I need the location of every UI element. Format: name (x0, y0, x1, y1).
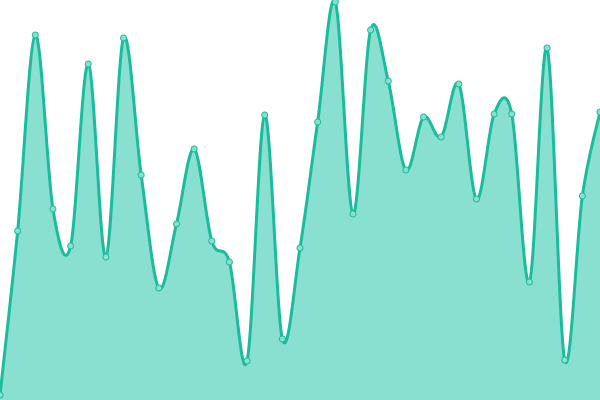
data-point-12 (208, 237, 216, 245)
data-point-10 (172, 220, 180, 228)
data-point-21 (367, 26, 375, 34)
data-point-2 (31, 31, 39, 39)
data-point-34 (596, 108, 600, 116)
data-point-1 (14, 227, 22, 235)
data-point-0 (0, 391, 4, 399)
data-point-18 (314, 118, 322, 126)
data-point-9 (155, 284, 163, 292)
data-point-5 (84, 60, 92, 68)
data-point-16 (278, 335, 286, 343)
data-point-33 (578, 192, 586, 200)
data-point-26 (455, 80, 463, 88)
data-point-22 (384, 77, 392, 85)
data-point-7 (120, 34, 128, 42)
data-point-3 (49, 205, 57, 213)
data-point-29 (508, 110, 516, 118)
data-point-28 (490, 110, 498, 118)
data-point-32 (561, 356, 569, 364)
data-point-19 (331, 0, 339, 6)
data-point-17 (296, 244, 304, 252)
data-point-20 (349, 210, 357, 218)
data-point-4 (67, 242, 75, 250)
data-point-6 (102, 253, 110, 261)
data-point-13 (225, 258, 233, 266)
data-point-24 (420, 113, 428, 121)
data-point-27 (472, 195, 480, 203)
data-point-15 (261, 111, 269, 119)
data-point-23 (402, 166, 410, 174)
data-point-14 (243, 357, 251, 365)
data-point-11 (190, 145, 198, 153)
data-point-31 (543, 44, 551, 52)
data-point-25 (437, 133, 445, 141)
data-point-8 (137, 171, 145, 179)
data-point-30 (525, 278, 533, 286)
